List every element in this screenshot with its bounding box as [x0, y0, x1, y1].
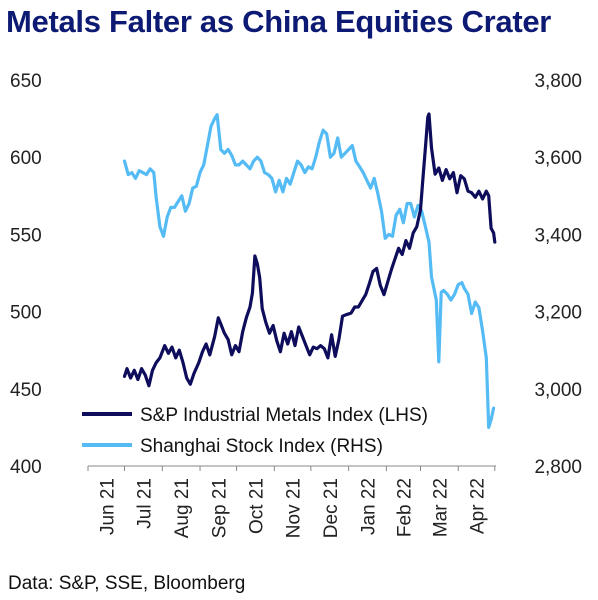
series-line-shanghai: [122, 113, 496, 429]
x-tick-label: Oct 21: [246, 478, 267, 534]
legend: S&P Industrial Metals Index (LHS) Shangh…: [82, 405, 428, 457]
x-tick-label: Nov 21: [284, 478, 305, 538]
y-right-tick-label: 3,400: [534, 225, 582, 246]
y-right-tick-label: 3,600: [534, 148, 582, 169]
x-tick-label: Sep 21: [209, 478, 230, 538]
y-left-tick-label: 600: [10, 148, 42, 169]
legend-label-shanghai: Shanghai Stock Index (RHS): [140, 436, 383, 457]
x-tick-label: Jul 21: [134, 478, 155, 529]
legend-label-metals: S&P Industrial Metals Index (LHS): [140, 405, 428, 426]
x-tick-label: Apr 22: [468, 478, 489, 534]
chart-title: Metals Falter as China Equities Crater: [6, 4, 552, 39]
series-layer: [122, 112, 497, 429]
x-tick-label: Aug 21: [172, 478, 193, 538]
y-right-tick-label: 3,200: [534, 303, 582, 324]
x-tick-label: Jan 22: [359, 478, 380, 535]
y-left-tick-label: 400: [10, 457, 42, 478]
x-tick-label: Feb 22: [394, 478, 415, 537]
y-left-tick-label: 500: [10, 303, 42, 324]
y-left-tick-label: 650: [10, 71, 42, 92]
axes-layer: 650 600 550 500 450 400 3,800 3,600 3,400 3,200 3,…: [10, 71, 582, 538]
source-note: Data: S&P, SSE, Bloomberg: [8, 573, 246, 594]
y-right-tick-label: 3,800: [534, 71, 582, 92]
y-left-tick-label: 550: [10, 225, 42, 246]
x-tick-label: Dec 21: [321, 478, 342, 538]
x-tick-label: Mar 22: [430, 478, 451, 537]
y-right-tick-label: 2,800: [534, 457, 582, 478]
y-right-tick-label: 3,000: [534, 380, 582, 401]
y-left-tick-label: 450: [10, 380, 42, 401]
x-tick-label: Jun 21: [97, 478, 118, 535]
series-line-metals: [122, 112, 497, 388]
